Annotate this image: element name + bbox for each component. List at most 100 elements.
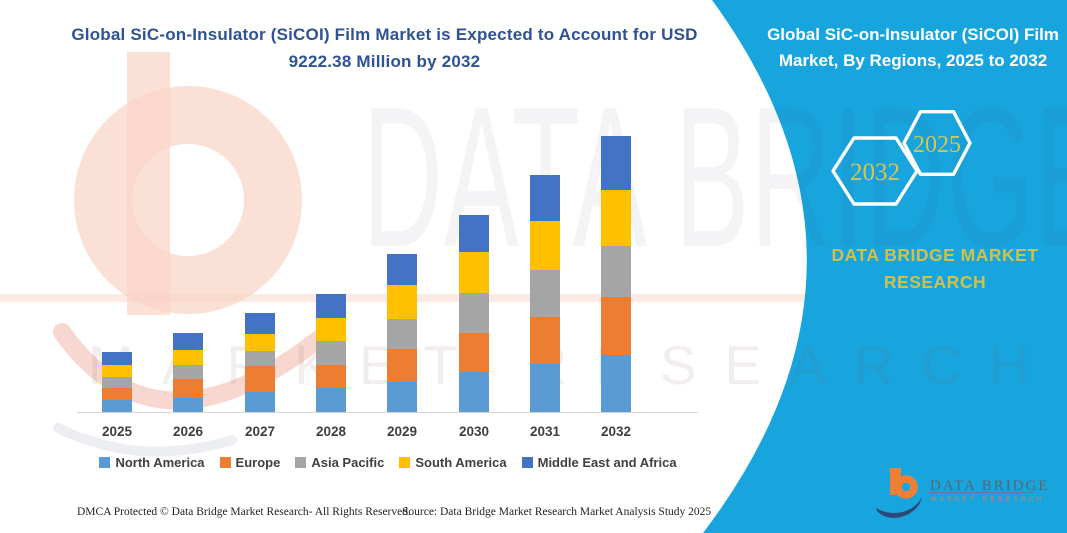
- bar-segment-2026-middle-east-and-africa: [173, 332, 203, 351]
- bar-segment-2029-south-america: [387, 284, 417, 319]
- bar-segment-2032-middle-east-and-africa: [601, 136, 631, 190]
- bar-segment-2026-europe: [173, 378, 203, 398]
- bar-segment-2027-north-america: [245, 392, 275, 412]
- bar-segment-2027-asia-pacific: [245, 351, 275, 366]
- bar-segment-2027-europe: [245, 365, 275, 393]
- bar-segment-2030-asia-pacific: [459, 293, 489, 333]
- bar-segment-2030-europe: [459, 332, 489, 372]
- bar-segment-2032-asia-pacific: [601, 245, 631, 298]
- bar-segment-2028-south-america: [316, 317, 346, 341]
- x-axis-label-2030: 2030: [458, 424, 490, 439]
- bar-segment-2025-europe: [102, 387, 132, 400]
- x-axis-label-2025: 2025: [101, 424, 133, 439]
- bar-2029: [387, 254, 417, 412]
- badge-2032-hexagon: 2032: [831, 136, 919, 206]
- page-title-line2: 9222.38 Million by 2032: [288, 52, 481, 71]
- bar-segment-2032-north-america: [601, 354, 631, 412]
- faded-b-bowl: [74, 86, 302, 314]
- bar-segment-2031-europe: [530, 317, 560, 364]
- bar-segment-2027-south-america: [245, 334, 275, 352]
- bar-segment-2031-middle-east-and-africa: [530, 174, 560, 222]
- bar-segment-2025-asia-pacific: [102, 376, 132, 388]
- legend-swatch-icon: [521, 457, 533, 468]
- logo-subtitle: MARKET RESEARCH: [931, 497, 1045, 503]
- bar-2030: [459, 214, 489, 412]
- logo-title: DATA BRIDGE: [930, 478, 1050, 494]
- x-axis-label-2028: 2028: [315, 424, 347, 439]
- footer-copyright: DMCA Protected © Data Bridge Market Rese…: [77, 506, 411, 518]
- bar-segment-2031-south-america: [530, 221, 560, 270]
- bar-segment-2025-middle-east-and-africa: [102, 352, 132, 366]
- badge-2032-label: 2032: [850, 159, 900, 186]
- bar-2026: [173, 332, 203, 412]
- panel-title-line2: Market, By Regions, 2025 to 2032: [778, 51, 1048, 70]
- page-title: Global SiC-on-Insulator (SiCOI) Film Mar…: [57, 21, 712, 75]
- panel-brand-line1: DATA BRIDGE MARKET: [831, 245, 1039, 265]
- bar-segment-2029-middle-east-and-africa: [387, 254, 417, 285]
- faded-swoosh-gray: [53, 423, 237, 457]
- badge-2025-label: 2025: [913, 132, 961, 158]
- footer-source: Source: Data Bridge Market Research Mark…: [402, 506, 712, 518]
- bar-segment-2025-south-america: [102, 365, 132, 377]
- logo-b-stem: [890, 468, 901, 495]
- bar-segment-2031-asia-pacific: [530, 269, 560, 318]
- badge-2025-hexagon: 2025: [902, 109, 972, 177]
- panel-title: Global SiC-on-Insulator (SiCOI) Film Mar…: [757, 22, 1067, 74]
- bar-segment-2028-asia-pacific: [316, 340, 346, 365]
- legend-item-north-america: North America: [99, 455, 205, 470]
- panel-brand-text: DATA BRIDGE MARKET RESEARCH: [795, 242, 1067, 296]
- logo-swoosh: [876, 497, 922, 518]
- legend-label: South America: [415, 455, 507, 470]
- x-axis-label-2029: 2029: [386, 424, 418, 439]
- panel-title-line1: Global SiC-on-Insulator (SiCOI) Film: [767, 25, 1059, 44]
- legend-item-asia-pacific: Asia Pacific: [295, 455, 384, 470]
- x-axis-label-2026: 2026: [172, 424, 204, 439]
- bar-segment-2029-europe: [387, 348, 417, 383]
- panel-brand-line2: RESEARCH: [883, 272, 987, 292]
- legend-swatch-icon: [295, 457, 307, 468]
- legend-label: North America: [115, 455, 205, 470]
- legend-label: Europe: [235, 455, 281, 470]
- x-axis-line: [77, 412, 698, 413]
- company-logo: DATA BRIDGE MARKET RESEARCH: [876, 468, 1050, 518]
- legend-item-middle-east-and-africa: Middle East and Africa: [521, 455, 677, 470]
- bar-2028: [316, 293, 346, 412]
- bar-segment-2030-south-america: [459, 252, 489, 294]
- legend-label: Middle East and Africa: [537, 455, 677, 470]
- bar-segment-2028-middle-east-and-africa: [316, 293, 346, 318]
- bar-segment-2030-middle-east-and-africa: [459, 214, 489, 252]
- bar-segment-2027-middle-east-and-africa: [245, 312, 275, 335]
- legend-swatch-icon: [399, 457, 411, 468]
- bar-2025: [102, 352, 132, 412]
- logo-b-bowl: [894, 475, 918, 499]
- bar-segment-2029-asia-pacific: [387, 318, 417, 349]
- bar-segment-2026-north-america: [173, 397, 203, 412]
- bar-segment-2031-north-america: [530, 363, 560, 412]
- bar-segment-2030-north-america: [459, 371, 489, 412]
- bar-segment-2028-europe: [316, 364, 346, 388]
- legend-swatch-icon: [99, 457, 111, 468]
- x-axis-label-2031: 2031: [529, 424, 561, 439]
- page-title-line1: Global SiC-on-Insulator (SiCOI) Film Mar…: [71, 25, 698, 44]
- legend-label: Asia Pacific: [311, 455, 385, 470]
- x-axis-label-2027: 2027: [244, 424, 276, 439]
- legend-swatch-icon: [219, 457, 231, 468]
- bar-segment-2032-europe: [601, 297, 631, 355]
- x-axis-label-2032: 2032: [600, 424, 632, 439]
- bar-segment-2029-north-america: [387, 382, 417, 412]
- bar-2031: [530, 174, 560, 412]
- legend-item-south-america: South America: [399, 455, 507, 470]
- bar-segment-2028-north-america: [316, 387, 346, 412]
- bar-segment-2026-asia-pacific: [173, 364, 203, 379]
- bar-segment-2025-north-america: [102, 399, 132, 412]
- chart-legend: North America Europe Asia Pacific South Ame…: [78, 455, 698, 470]
- bar-segment-2026-south-america: [173, 350, 203, 365]
- bar-2027: [245, 312, 275, 412]
- legend-item-europe: Europe: [219, 455, 281, 470]
- bar-2032: [601, 136, 631, 412]
- bar-segment-2032-south-america: [601, 189, 631, 246]
